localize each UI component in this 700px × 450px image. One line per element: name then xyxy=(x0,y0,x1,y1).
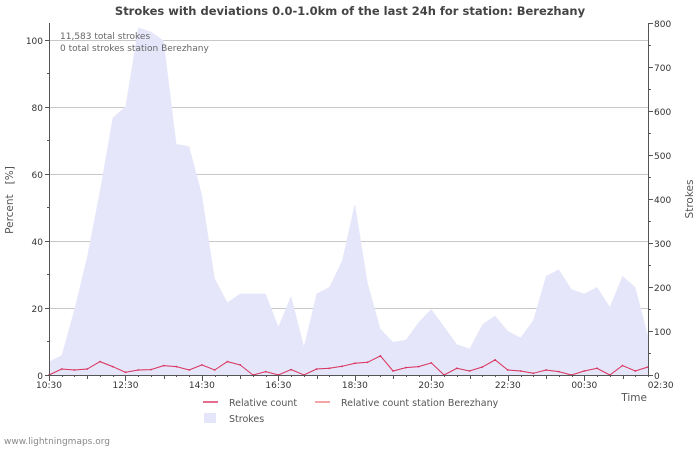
y-right-tick-label: 600 xyxy=(654,108,671,118)
y-axis-right-label: Strokes xyxy=(684,180,696,219)
y-left-tick-label: 0 xyxy=(37,372,43,382)
relative-count-point xyxy=(532,372,535,375)
relative-count-point xyxy=(328,367,331,370)
relative-count-point xyxy=(557,370,560,373)
relative-count-point xyxy=(60,368,63,370)
relative-count-point xyxy=(290,368,292,371)
x-tick-label: 18:30 xyxy=(342,381,368,391)
axes xyxy=(45,23,653,381)
relative-count-point xyxy=(417,365,420,368)
relative-count-point xyxy=(111,365,114,368)
relative-count-point xyxy=(73,369,76,371)
relative-count-point xyxy=(455,367,458,370)
strokes-area xyxy=(49,27,648,376)
relative-count-point xyxy=(137,369,140,371)
relative-count-point xyxy=(468,370,471,372)
x-tick-label: 16:30 xyxy=(265,381,291,391)
x-axis-label: Time xyxy=(620,392,647,404)
relative-count-point xyxy=(405,366,407,369)
relative-count-point xyxy=(634,370,637,372)
relative-count-point xyxy=(621,364,624,367)
strokes-area-layer xyxy=(49,27,648,376)
y-left-tick-label: 80 xyxy=(32,104,44,114)
x-tick-label: 00:30 xyxy=(571,381,597,391)
relative-count-point xyxy=(315,368,318,370)
y-right-tick-label: 0 xyxy=(654,372,660,382)
relative-count-point xyxy=(239,364,242,366)
relative-count-point xyxy=(379,355,382,357)
y-left-tick-label: 20 xyxy=(32,305,44,315)
relative-count-point xyxy=(124,371,127,374)
y-right-tick-label: 700 xyxy=(654,64,671,74)
legend-label-relative-count: Relative count xyxy=(229,398,297,409)
tick-labels: 0 20 40 60 80 100 0 100 200 300 400 500 600 700 800 10:… xyxy=(26,20,674,391)
y-axis-left-label: Percent [%] xyxy=(4,166,16,234)
source-credit: www.lightningmaps.org xyxy=(4,437,110,447)
relative-count-point xyxy=(545,369,547,371)
relative-count-point xyxy=(226,360,229,363)
y-left-tick-label: 60 xyxy=(32,171,44,181)
relative-count-point xyxy=(341,365,343,368)
y-right-tick-label: 200 xyxy=(654,284,671,294)
relative-count-point xyxy=(201,364,203,366)
relative-count-point xyxy=(506,369,509,371)
relative-count-point xyxy=(264,370,267,373)
relative-count-point xyxy=(354,362,356,365)
x-tick-label: 12:30 xyxy=(113,381,139,391)
relative-count-point xyxy=(213,369,216,371)
y-right-tick-label: 300 xyxy=(654,240,671,250)
relative-count-point xyxy=(430,362,433,364)
station-strokes-annotation: 0 total strokes station Berezhany xyxy=(60,44,209,54)
y-left-tick-label: 40 xyxy=(32,238,44,248)
relative-count-point xyxy=(519,370,522,372)
relative-count-point xyxy=(481,366,484,368)
relative-count-point xyxy=(583,370,586,372)
legend-swatch-strokes xyxy=(204,413,216,423)
x-tick-label: 02:30 xyxy=(648,381,674,391)
relative-count-point xyxy=(175,365,178,368)
relative-count-point xyxy=(86,368,89,370)
y-right-tick-label: 800 xyxy=(654,20,671,30)
y-right-tick-label: 400 xyxy=(654,196,671,206)
y-left-tick-label: 100 xyxy=(26,37,43,47)
chart-title: Strokes with deviations 0.0-1.0km of the… xyxy=(115,4,586,18)
relative-count-point xyxy=(596,367,598,370)
relative-count-line xyxy=(48,355,649,376)
legend-label-relative-count-station: Relative count station Berezhany xyxy=(341,398,499,409)
legend-label-strokes: Strokes xyxy=(229,414,264,425)
x-tick-label: 14:30 xyxy=(189,381,215,391)
legend: Relative count Relative count station Be… xyxy=(203,398,499,425)
relative-count-point xyxy=(99,360,101,363)
x-tick-label: 10:30 xyxy=(36,381,62,391)
relative-count-point xyxy=(188,369,191,371)
y-right-tick-label: 500 xyxy=(654,152,671,162)
relative-count-layer xyxy=(48,355,649,376)
x-tick-label: 22:30 xyxy=(495,381,521,391)
relative-count-point xyxy=(392,370,394,372)
x-tick-label: 20:30 xyxy=(418,381,444,391)
relative-count-point xyxy=(494,359,496,361)
y-right-tick-label: 100 xyxy=(654,328,671,338)
relative-count-point xyxy=(150,368,152,371)
relative-count-point xyxy=(366,361,369,364)
total-strokes-annotation: 11,583 total strokes xyxy=(60,32,150,42)
relative-count-point xyxy=(162,364,165,367)
